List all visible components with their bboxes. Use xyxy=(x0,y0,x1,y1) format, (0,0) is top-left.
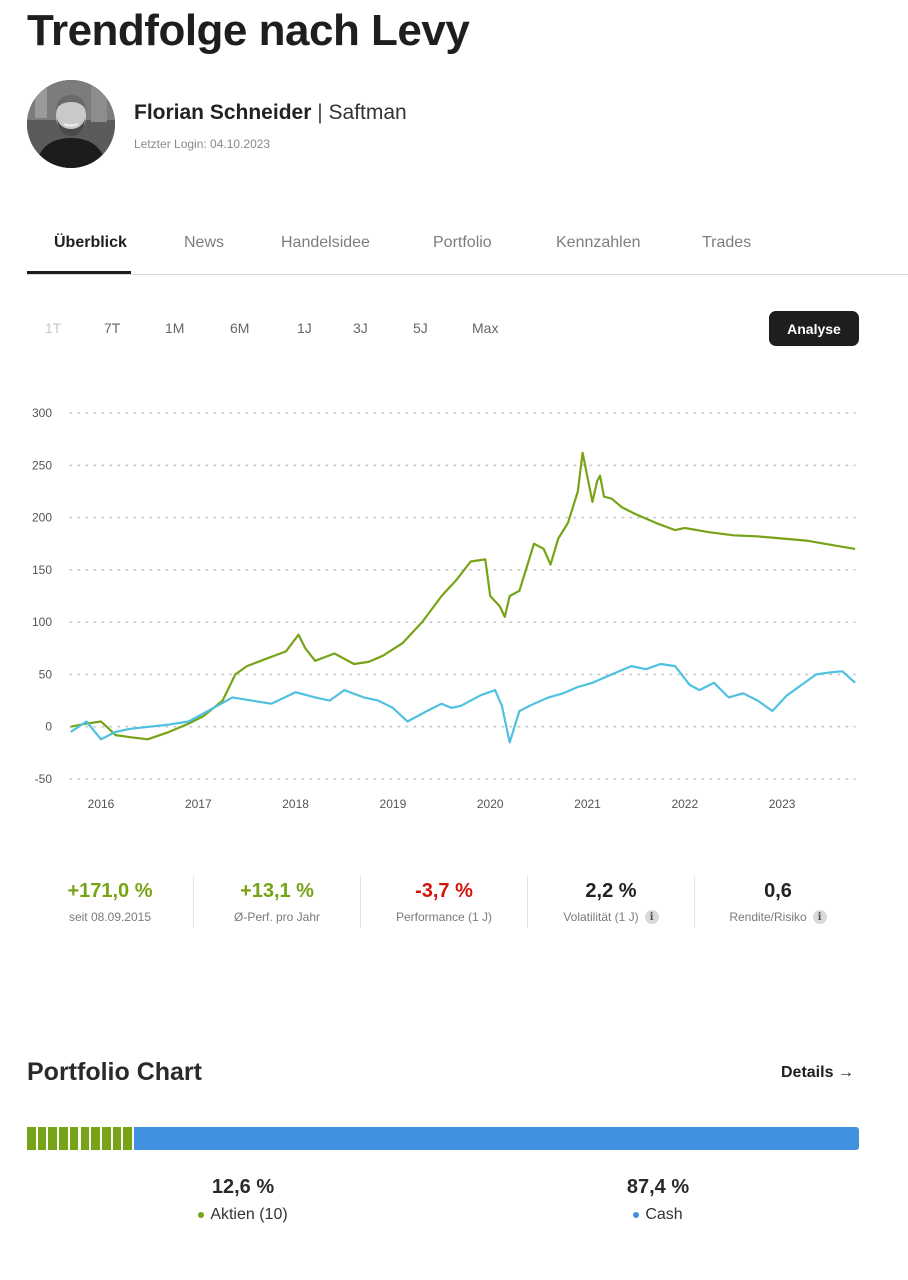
stock-segment[interactable] xyxy=(37,1127,47,1150)
x-tick-label: 2016 xyxy=(88,797,115,811)
user-name[interactable]: Florian Schneider xyxy=(134,101,312,124)
tab-kennzahlen[interactable]: Kennzahlen xyxy=(556,234,641,251)
range-max[interactable]: Max xyxy=(472,320,499,336)
kpi-label-text: Performance (1 J) xyxy=(395,910,493,924)
series-line-benchmark xyxy=(70,662,856,744)
kpi-label-text: Ø-Perf. pro Jahr xyxy=(233,910,321,924)
info-icon[interactable]: i xyxy=(812,910,827,924)
range-1t[interactable]: 1T xyxy=(45,320,62,336)
stock-segment[interactable] xyxy=(27,1127,36,1150)
last-login: Letzter Login: 04.10.2023 xyxy=(134,137,271,151)
cash-legend-label: Cash xyxy=(583,1206,733,1224)
legend-cash: 87,4 % Cash xyxy=(583,1176,733,1224)
y-axis: 300 250 200 150 100 50 0 -50 xyxy=(32,406,52,786)
avatar-photo xyxy=(27,80,115,168)
x-tick-label: 2020 xyxy=(477,797,504,811)
stocks-legend-label: Aktien (10) xyxy=(168,1206,318,1224)
y-tick-label: 50 xyxy=(39,667,53,681)
cash-percentage: 87,4 % xyxy=(626,1176,690,1198)
allocation-bar[interactable] xyxy=(27,1127,859,1150)
x-tick-label: 2018 xyxy=(282,797,309,811)
name-separator: | xyxy=(317,101,323,124)
cash-segment[interactable] xyxy=(134,1127,859,1150)
stock-segment[interactable] xyxy=(59,1127,68,1150)
tab-handelsidee[interactable]: Handelsidee xyxy=(281,234,370,251)
tab-portfolio[interactable]: Portfolio xyxy=(433,234,492,251)
y-tick-label: -50 xyxy=(35,772,53,786)
stocks-percentage: 12,6 % xyxy=(211,1176,275,1198)
stock-segment[interactable] xyxy=(112,1127,122,1150)
stock-segment[interactable] xyxy=(80,1127,90,1150)
page-title: Trendfolge nach Levy xyxy=(27,6,470,55)
x-tick-label: 2021 xyxy=(574,797,601,811)
stocks-label: Aktien (10) xyxy=(210,1206,288,1223)
user-name-line: Florian Schneider | Saftman xyxy=(134,101,407,125)
kpi-value: 0,6 xyxy=(764,880,792,902)
kpi-divider xyxy=(360,876,361,928)
info-icon[interactable]: i xyxy=(644,910,659,924)
range-5j[interactable]: 5J xyxy=(413,320,428,336)
x-tick-label: 2023 xyxy=(769,797,796,811)
kpi-divider xyxy=(527,876,528,928)
blue-dot-icon xyxy=(633,1212,640,1218)
x-tick-label: 2022 xyxy=(671,797,698,811)
y-tick-label: 300 xyxy=(32,406,52,420)
x-tick-label: 2019 xyxy=(380,797,407,811)
stock-segment[interactable] xyxy=(69,1127,79,1150)
range-1j[interactable]: 1J xyxy=(297,320,312,336)
green-dot-icon xyxy=(198,1212,205,1218)
tab-news[interactable]: News xyxy=(184,234,225,251)
kpi-label: Ø-Perf. pro Jahr xyxy=(194,910,360,924)
range-3j[interactable]: 3J xyxy=(353,320,368,336)
range-1m[interactable]: 1M xyxy=(165,320,185,336)
chart-grid xyxy=(69,412,856,780)
user-alias: Saftman xyxy=(328,101,407,124)
avatar[interactable] xyxy=(27,80,115,168)
range-6m[interactable]: 6M xyxy=(230,320,250,336)
portfolio-chart-title: Portfolio Chart xyxy=(27,1058,202,1086)
kpi-avg-performance: +13,1 % Ø-Perf. pro Jahr xyxy=(194,880,360,924)
stock-segment[interactable] xyxy=(48,1127,58,1150)
y-tick-label: 150 xyxy=(32,563,52,577)
y-tick-label: 0 xyxy=(45,720,52,734)
active-tab-indicator xyxy=(27,271,131,274)
kpi-performance-1y: -3,7 % Performance (1 J) xyxy=(361,880,527,924)
kpi-volatility: 2,2 % Volatilität (1 J) i xyxy=(528,880,694,924)
y-tick-label: 250 xyxy=(32,458,52,472)
kpi-label: Rendite/Risiko i xyxy=(695,910,861,924)
stock-segment[interactable] xyxy=(101,1127,111,1150)
x-tick-label: 2017 xyxy=(185,797,212,811)
tab-ueberblick[interactable]: Überblick xyxy=(54,234,127,251)
kpi-label-text: Rendite/Risiko xyxy=(729,910,807,924)
stock-segment[interactable] xyxy=(123,1127,132,1150)
kpi-label: Performance (1 J) xyxy=(361,910,527,924)
kpi-value: +13,1 % xyxy=(240,880,314,902)
x-axis: 2016 2017 2018 2019 2020 2021 2022 2023 xyxy=(88,797,796,811)
stock-segment[interactable] xyxy=(91,1127,100,1150)
kpi-label-text: Volatilität (1 J) xyxy=(563,910,639,924)
kpi-value: 2,2 % xyxy=(585,880,637,902)
kpi-value: +171,0 % xyxy=(67,880,153,902)
details-link[interactable]: Details → xyxy=(781,1064,854,1081)
legend-stocks: 12,6 % Aktien (10) xyxy=(168,1176,318,1224)
chart-series xyxy=(70,451,856,744)
kpi-label: Volatilität (1 J) i xyxy=(528,910,694,924)
kpi-divider xyxy=(193,876,194,928)
series-line-portfolio xyxy=(70,451,856,741)
y-tick-label: 100 xyxy=(32,615,52,629)
kpi-label: seit 08.09.2015 xyxy=(27,910,193,924)
tab-trades[interactable]: Trades xyxy=(702,234,752,251)
analyse-button[interactable]: Analyse xyxy=(769,311,859,346)
tab-bar: Überblick News Handelsidee Portfolio Ken… xyxy=(27,220,908,275)
range-7t[interactable]: 7T xyxy=(104,320,121,336)
kpi-divider xyxy=(694,876,695,928)
cash-label: Cash xyxy=(645,1206,683,1223)
kpi-return-risk: 0,6 Rendite/Risiko i xyxy=(695,880,861,924)
kpi-value: -3,7 % xyxy=(415,880,473,902)
y-tick-label: 200 xyxy=(32,511,52,525)
kpi-label-text: seit 08.09.2015 xyxy=(68,910,152,924)
kpi-total-performance: +171,0 % seit 08.09.2015 xyxy=(27,880,193,924)
